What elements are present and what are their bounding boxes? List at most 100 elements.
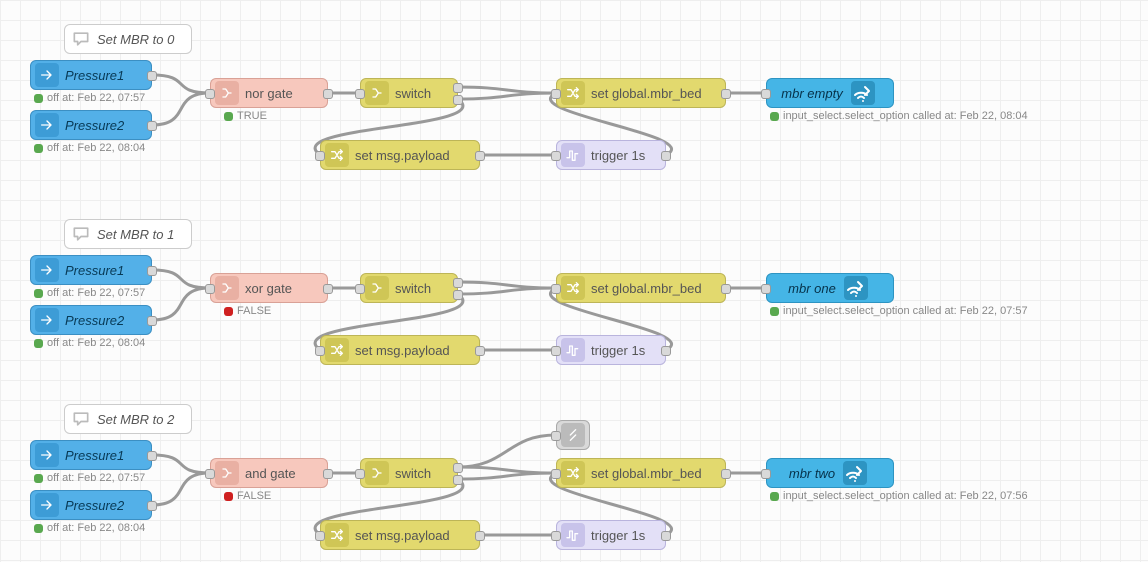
output-port[interactable] — [147, 451, 157, 461]
input-port[interactable] — [761, 284, 771, 294]
output-port[interactable] — [147, 501, 157, 511]
output-port[interactable] — [475, 346, 485, 356]
link-out-node[interactable] — [556, 420, 590, 450]
node-status: off at: Feb 22, 07:57 — [34, 472, 145, 484]
output-port[interactable] — [475, 531, 485, 541]
change-node-payload[interactable]: set msg.payload — [320, 335, 480, 365]
gate-icon — [215, 461, 239, 485]
comment-label: Set MBR to 2 — [97, 412, 174, 427]
output-port[interactable] — [323, 284, 333, 294]
output-port[interactable] — [453, 83, 463, 93]
node-label: set msg.payload — [355, 148, 450, 163]
input-port[interactable] — [355, 284, 365, 294]
change-node-global[interactable]: set global.mbr_bed — [556, 273, 726, 303]
input-port[interactable] — [551, 469, 561, 479]
comment-label: Set MBR to 1 — [97, 227, 174, 242]
gate-node[interactable]: nor gate — [210, 78, 328, 108]
arrow-right-icon — [35, 63, 59, 87]
arrow-right-icon — [35, 443, 59, 467]
input-port[interactable] — [551, 151, 561, 161]
input-port[interactable] — [315, 151, 325, 161]
change-node-payload[interactable]: set msg.payload — [320, 520, 480, 550]
status-text: off at: Feb 22, 08:04 — [47, 142, 145, 154]
trigger-node[interactable]: trigger 1s — [556, 335, 666, 365]
output-port[interactable] — [453, 95, 463, 105]
output-port[interactable] — [453, 290, 463, 300]
event-node-pressure2[interactable]: Pressure2 — [30, 490, 152, 520]
output-port[interactable] — [147, 71, 157, 81]
change-node-global[interactable]: set global.mbr_bed — [556, 78, 726, 108]
output-port[interactable] — [475, 151, 485, 161]
node-label: and gate — [245, 466, 296, 481]
event-node-pressure1[interactable]: Pressure1 — [30, 60, 152, 90]
comment-icon — [71, 409, 91, 429]
status-dot — [34, 474, 43, 483]
input-port[interactable] — [205, 284, 215, 294]
change-node-payload[interactable]: set msg.payload — [320, 140, 480, 170]
input-port[interactable] — [315, 531, 325, 541]
call-service-node[interactable]: mbr empty — [766, 78, 894, 108]
output-port[interactable] — [661, 151, 671, 161]
output-port[interactable] — [147, 121, 157, 131]
status-dot — [34, 339, 43, 348]
gate-node[interactable]: xor gate — [210, 273, 328, 303]
trigger-node[interactable]: trigger 1s — [556, 520, 666, 550]
output-port[interactable] — [323, 469, 333, 479]
input-port[interactable] — [315, 346, 325, 356]
input-port[interactable] — [205, 89, 215, 99]
node-status: off at: Feb 22, 07:57 — [34, 92, 145, 104]
input-port[interactable] — [551, 89, 561, 99]
input-port[interactable] — [551, 431, 561, 441]
status-text: input_select.select_option called at: Fe… — [783, 305, 1028, 317]
event-node-pressure2[interactable]: Pressure2 — [30, 110, 152, 140]
output-port[interactable] — [453, 475, 463, 485]
output-port[interactable] — [721, 469, 731, 479]
event-node-pressure1[interactable]: Pressure1 — [30, 440, 152, 470]
output-port[interactable] — [661, 346, 671, 356]
node-status: off at: Feb 22, 08:04 — [34, 522, 145, 534]
status-dot — [770, 307, 779, 316]
input-port[interactable] — [551, 284, 561, 294]
node-status: TRUE — [224, 110, 267, 122]
switch-node[interactable]: switch — [360, 78, 458, 108]
output-port[interactable] — [453, 278, 463, 288]
comment-node[interactable]: Set MBR to 0 — [64, 24, 192, 54]
node-label: Pressure2 — [65, 313, 124, 328]
shuffle-icon — [561, 276, 585, 300]
output-port[interactable] — [721, 284, 731, 294]
switch-node[interactable]: switch — [360, 458, 458, 488]
status-text: off at: Feb 22, 08:04 — [47, 337, 145, 349]
trigger-node[interactable]: trigger 1s — [556, 140, 666, 170]
call-service-node[interactable]: mbr two — [766, 458, 894, 488]
node-label: mbr one — [788, 281, 836, 296]
arrow-right-icon — [35, 308, 59, 332]
node-status: FALSE — [224, 305, 271, 317]
comment-node[interactable]: Set MBR to 2 — [64, 404, 192, 434]
input-port[interactable] — [551, 346, 561, 356]
pulse-icon — [561, 143, 585, 167]
output-port[interactable] — [147, 316, 157, 326]
output-port[interactable] — [323, 89, 333, 99]
comment-label: Set MBR to 0 — [97, 32, 174, 47]
input-port[interactable] — [355, 469, 365, 479]
input-port[interactable] — [551, 531, 561, 541]
output-port[interactable] — [453, 463, 463, 473]
status-text: FALSE — [237, 305, 271, 317]
output-port[interactable] — [661, 531, 671, 541]
gate-node[interactable]: and gate — [210, 458, 328, 488]
event-node-pressure2[interactable]: Pressure2 — [30, 305, 152, 335]
output-port[interactable] — [721, 89, 731, 99]
switch-node[interactable]: switch — [360, 273, 458, 303]
change-node-global[interactable]: set global.mbr_bed — [556, 458, 726, 488]
switch-icon — [365, 276, 389, 300]
comment-node[interactable]: Set MBR to 1 — [64, 219, 192, 249]
input-port[interactable] — [761, 89, 771, 99]
input-port[interactable] — [355, 89, 365, 99]
call-service-node[interactable]: mbr one — [766, 273, 894, 303]
shuffle-icon — [325, 523, 349, 547]
event-node-pressure1[interactable]: Pressure1 — [30, 255, 152, 285]
input-port[interactable] — [205, 469, 215, 479]
input-port[interactable] — [761, 469, 771, 479]
wifi-arrow-icon — [844, 276, 868, 300]
output-port[interactable] — [147, 266, 157, 276]
